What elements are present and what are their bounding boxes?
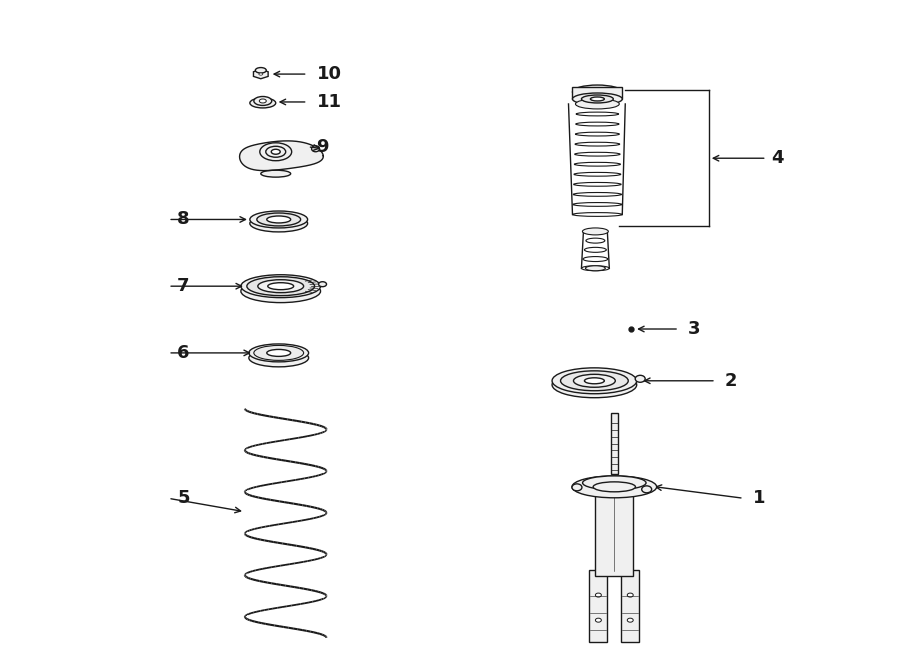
Ellipse shape xyxy=(257,280,303,293)
Ellipse shape xyxy=(311,146,320,152)
Ellipse shape xyxy=(250,215,308,232)
Ellipse shape xyxy=(584,378,604,384)
FancyBboxPatch shape xyxy=(574,154,620,164)
Text: 4: 4 xyxy=(771,149,784,167)
Text: 3: 3 xyxy=(688,320,700,338)
Ellipse shape xyxy=(575,142,620,146)
Text: 2: 2 xyxy=(724,371,737,390)
Ellipse shape xyxy=(573,374,616,387)
Ellipse shape xyxy=(261,170,291,177)
Ellipse shape xyxy=(319,282,327,287)
Ellipse shape xyxy=(582,476,646,490)
Polygon shape xyxy=(590,570,608,642)
Ellipse shape xyxy=(250,98,275,108)
FancyBboxPatch shape xyxy=(581,259,609,268)
Ellipse shape xyxy=(254,346,303,360)
Ellipse shape xyxy=(572,85,622,99)
Ellipse shape xyxy=(582,228,608,235)
FancyBboxPatch shape xyxy=(575,144,620,154)
Ellipse shape xyxy=(248,344,309,362)
Ellipse shape xyxy=(241,280,320,303)
Ellipse shape xyxy=(585,266,606,271)
FancyBboxPatch shape xyxy=(584,241,607,250)
Ellipse shape xyxy=(561,371,628,391)
Ellipse shape xyxy=(627,618,634,622)
Ellipse shape xyxy=(260,143,292,161)
Ellipse shape xyxy=(573,182,621,186)
Ellipse shape xyxy=(250,211,308,228)
FancyBboxPatch shape xyxy=(586,231,605,241)
FancyBboxPatch shape xyxy=(575,124,619,134)
Ellipse shape xyxy=(266,350,291,356)
FancyBboxPatch shape xyxy=(574,164,621,175)
Ellipse shape xyxy=(581,95,613,103)
FancyBboxPatch shape xyxy=(572,194,622,204)
Ellipse shape xyxy=(575,132,619,136)
Ellipse shape xyxy=(575,99,619,109)
Ellipse shape xyxy=(256,213,301,226)
Ellipse shape xyxy=(266,146,285,157)
Polygon shape xyxy=(239,141,323,171)
Ellipse shape xyxy=(593,482,635,492)
Text: 5: 5 xyxy=(177,489,190,507)
Ellipse shape xyxy=(596,618,601,622)
Ellipse shape xyxy=(259,73,263,75)
Polygon shape xyxy=(254,69,268,79)
FancyBboxPatch shape xyxy=(596,491,634,576)
FancyBboxPatch shape xyxy=(573,175,621,184)
Ellipse shape xyxy=(583,256,608,262)
Text: 6: 6 xyxy=(177,344,190,362)
Ellipse shape xyxy=(574,163,620,166)
Ellipse shape xyxy=(268,283,293,290)
Ellipse shape xyxy=(576,122,619,126)
Ellipse shape xyxy=(581,266,609,271)
Ellipse shape xyxy=(247,277,315,295)
Ellipse shape xyxy=(256,67,266,73)
Ellipse shape xyxy=(575,152,620,156)
Ellipse shape xyxy=(572,476,657,498)
Text: 1: 1 xyxy=(752,489,765,507)
Ellipse shape xyxy=(596,593,601,597)
FancyBboxPatch shape xyxy=(572,87,622,99)
FancyBboxPatch shape xyxy=(576,104,618,114)
Ellipse shape xyxy=(576,112,618,116)
Ellipse shape xyxy=(271,149,280,154)
FancyBboxPatch shape xyxy=(610,412,618,475)
Ellipse shape xyxy=(574,173,621,176)
Ellipse shape xyxy=(266,216,291,223)
Ellipse shape xyxy=(572,213,622,216)
Text: 9: 9 xyxy=(317,137,329,156)
Ellipse shape xyxy=(573,192,622,196)
Text: 10: 10 xyxy=(317,65,342,83)
FancyBboxPatch shape xyxy=(576,114,619,124)
Text: 8: 8 xyxy=(177,210,190,229)
Ellipse shape xyxy=(248,349,309,367)
FancyBboxPatch shape xyxy=(572,204,622,214)
FancyBboxPatch shape xyxy=(583,250,608,259)
Ellipse shape xyxy=(241,275,320,297)
Text: 11: 11 xyxy=(317,93,342,111)
Polygon shape xyxy=(621,570,639,642)
Ellipse shape xyxy=(259,99,266,103)
Ellipse shape xyxy=(642,486,652,493)
Ellipse shape xyxy=(586,238,605,243)
Ellipse shape xyxy=(572,484,582,491)
Ellipse shape xyxy=(627,593,634,597)
FancyBboxPatch shape xyxy=(573,184,622,194)
Ellipse shape xyxy=(552,372,636,398)
FancyBboxPatch shape xyxy=(575,134,620,144)
Ellipse shape xyxy=(635,375,645,382)
Ellipse shape xyxy=(552,368,636,394)
Ellipse shape xyxy=(584,247,607,253)
Ellipse shape xyxy=(572,202,622,206)
Ellipse shape xyxy=(590,97,604,101)
Ellipse shape xyxy=(572,93,622,105)
Ellipse shape xyxy=(254,97,272,106)
Text: 7: 7 xyxy=(177,277,190,295)
